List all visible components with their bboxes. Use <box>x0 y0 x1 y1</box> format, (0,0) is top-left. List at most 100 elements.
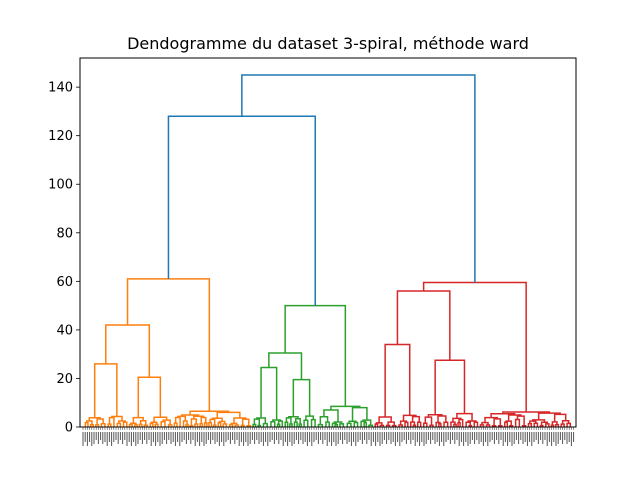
leaf-label <box>309 432 311 442</box>
chart-title: Dendogramme du dataset 3-spiral, méthode… <box>127 34 529 53</box>
leaf-label <box>104 432 106 442</box>
leaf-label <box>449 432 451 444</box>
leaf-label <box>555 432 557 446</box>
leaf-label <box>133 432 135 442</box>
leaf-label <box>163 432 165 440</box>
leaf-label <box>524 432 526 442</box>
dendrogram-link-4 <box>100 422 106 427</box>
leaf-label <box>344 432 346 440</box>
leaf-label <box>559 432 561 440</box>
leaf-label <box>199 432 201 446</box>
leaf-label <box>542 432 544 444</box>
leaf-label <box>504 432 506 442</box>
leaf-label <box>91 432 93 446</box>
leaf-label <box>95 432 97 440</box>
leaf-label <box>339 432 341 440</box>
dendrogram-link-108 <box>404 421 409 427</box>
leaf-label <box>245 432 247 442</box>
leaf-label <box>174 432 176 446</box>
dendrogram-link-43 <box>208 421 213 427</box>
dendrogram-link-82 <box>317 423 323 427</box>
leaf-label <box>375 432 377 446</box>
leaf-label <box>500 432 502 440</box>
leaf-label <box>337 432 339 444</box>
dendrogram-link-21 <box>149 422 154 427</box>
leaf-label <box>452 432 454 440</box>
leaf-label <box>170 432 172 444</box>
leaf-label <box>247 432 249 446</box>
leaf-label <box>573 432 575 442</box>
dendrogram-link-70 <box>284 421 289 427</box>
leaf-label <box>157 432 159 442</box>
leaf-label <box>108 432 110 442</box>
leaf-label <box>260 432 262 442</box>
leaf-label <box>218 432 220 446</box>
dendrogram-link-2 <box>85 420 93 425</box>
dendrogram-link-112 <box>417 421 422 427</box>
leaf-label <box>240 432 242 442</box>
dendrogram-link-116 <box>422 422 428 427</box>
dendrogram-link-79 <box>305 415 315 421</box>
leaf-label <box>465 432 467 442</box>
leaf-label <box>295 432 297 440</box>
leaf-label <box>269 432 271 442</box>
dendrogram-link-99 <box>284 304 347 407</box>
leaf-label <box>478 432 480 444</box>
leaf-label <box>148 432 150 440</box>
leaf-label <box>364 432 366 440</box>
leaf-label <box>416 432 418 442</box>
dendrogram-link-12 <box>110 415 123 421</box>
leaf-label <box>432 432 434 440</box>
dendrogram-link-91 <box>353 421 359 427</box>
dendrogram-link-78 <box>310 418 316 427</box>
dendrogram-link-103 <box>385 424 391 427</box>
leaf-label <box>205 432 207 444</box>
dendrogram-link-46 <box>217 422 222 427</box>
leaf-label <box>317 432 319 444</box>
leaf-label <box>146 432 148 444</box>
dendrogram-link-23 <box>150 421 158 425</box>
dendrogram-link-89 <box>323 409 339 422</box>
dendrogram-link-18 <box>143 424 148 427</box>
leaf-label <box>412 432 414 440</box>
dendrogram-link-74 <box>298 423 302 427</box>
dendrogram-link-44 <box>212 424 217 427</box>
leaf-label <box>485 432 487 442</box>
leaf-label <box>421 432 423 442</box>
leaf-label <box>238 432 240 446</box>
leaf-label <box>166 432 168 444</box>
leaf-label <box>293 432 295 444</box>
leaf-label <box>529 432 531 442</box>
leaf-label <box>570 432 572 446</box>
leaf-label <box>150 432 152 446</box>
leaf-label <box>350 432 352 446</box>
leaf-label <box>212 432 214 440</box>
leaf-label <box>194 432 196 446</box>
leaf-label <box>403 432 405 440</box>
leaf-label <box>410 432 412 444</box>
leaf-label <box>331 432 333 446</box>
leaf-label <box>520 432 522 440</box>
dendrogram-link-10 <box>122 421 128 427</box>
leaf-label <box>491 432 493 440</box>
dendrogram-link-38 <box>199 422 204 427</box>
y-tick-label: 60 <box>56 275 73 290</box>
leaf-label <box>564 432 566 440</box>
dendrogram-link-153 <box>529 420 537 424</box>
y-tick-label: 100 <box>48 178 73 193</box>
dendrogram-link-169 <box>241 74 476 283</box>
dendrogram-link-120 <box>435 421 441 427</box>
leaf-label <box>262 432 264 446</box>
leaf-label <box>333 432 335 442</box>
dendrogram-link-139 <box>491 425 497 427</box>
dendrogram-link-93 <box>363 421 368 427</box>
dendrogram-link-19 <box>139 419 147 426</box>
dendrogram-link-167 <box>422 281 527 412</box>
leaf-label <box>302 432 304 444</box>
leaf-label <box>159 432 161 446</box>
leaf-label <box>320 432 322 440</box>
leaf-label <box>271 432 273 440</box>
dendrogram-link-36 <box>194 423 199 427</box>
leaf-label <box>122 432 124 444</box>
leaf-label <box>443 432 445 446</box>
